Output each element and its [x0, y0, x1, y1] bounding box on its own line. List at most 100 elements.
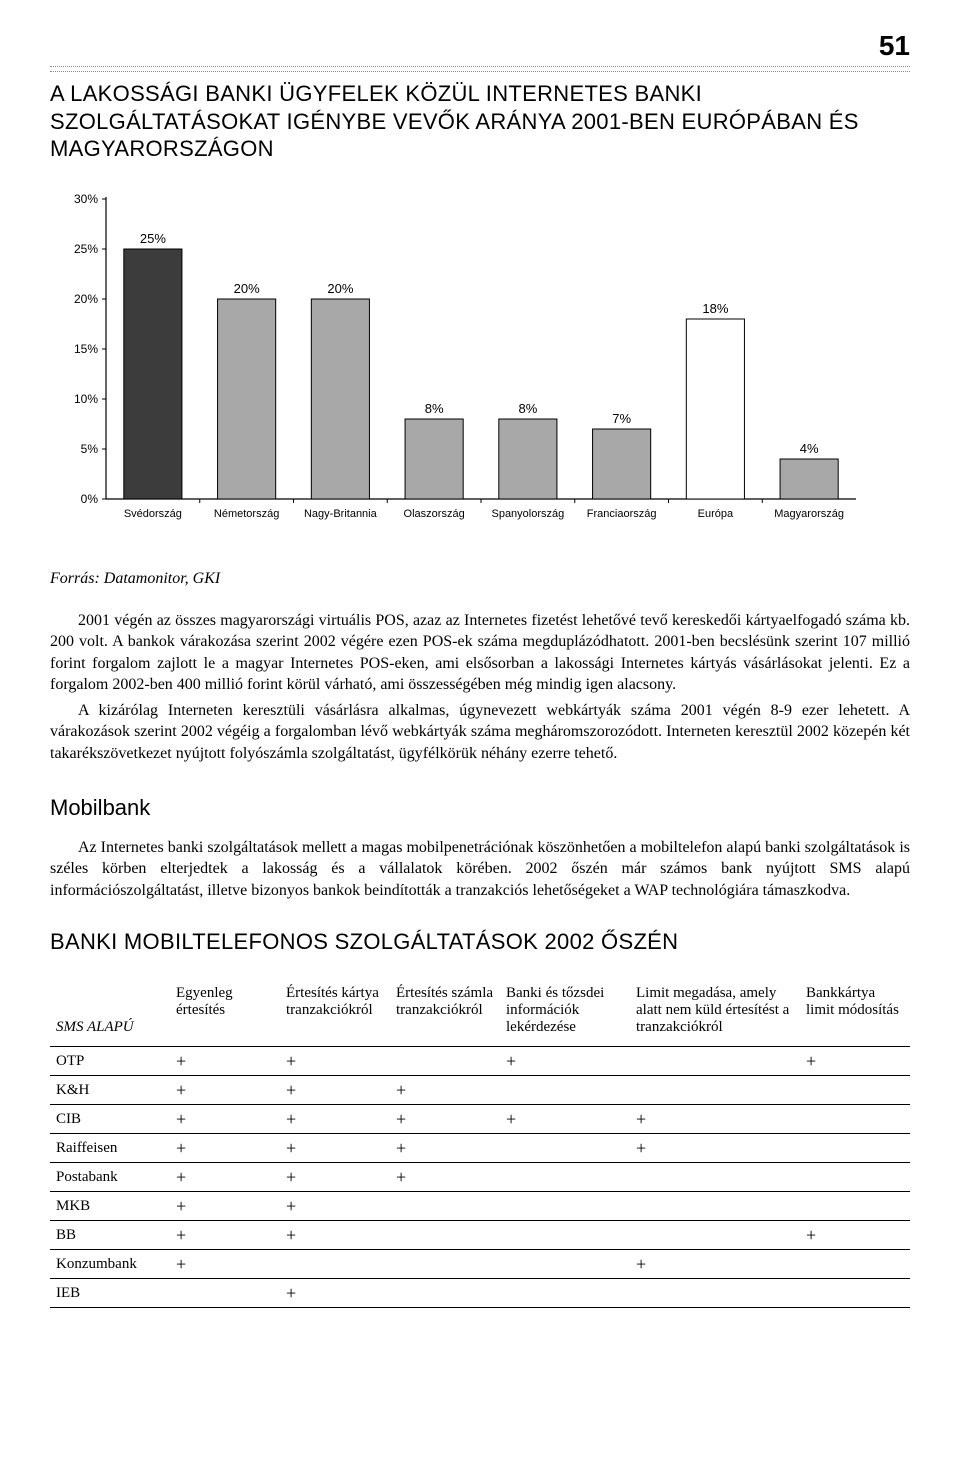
section-heading-mobilbank: Mobilbank [50, 795, 910, 821]
mark-cell [630, 1279, 800, 1308]
svg-text:15%: 15% [74, 342, 98, 356]
mark-cell [800, 1279, 910, 1308]
table-column-header: Értesítés kártya tranzakciókról [280, 981, 390, 1047]
table-column-header: Limit megadása, amely alatt nem küld ért… [630, 981, 800, 1047]
mark-cell: + [170, 1192, 280, 1221]
bank-name-cell: BB [50, 1221, 170, 1250]
mark-cell: + [800, 1047, 910, 1076]
table-row: K&H+++ [50, 1076, 910, 1105]
mark-cell [800, 1163, 910, 1192]
mark-cell: + [170, 1134, 280, 1163]
mark-cell: + [170, 1047, 280, 1076]
table-row: CIB+++++ [50, 1105, 910, 1134]
svg-text:Svédország: Svédország [124, 508, 182, 520]
chart-title: A LAKOSSÁGI BANKI ÜGYFELEK KÖZÜL INTERNE… [50, 80, 910, 163]
mark-cell: + [390, 1105, 500, 1134]
table-row: IEB + [50, 1279, 910, 1308]
mark-cell [390, 1250, 500, 1279]
bank-name-cell: CIB [50, 1105, 170, 1134]
svg-text:20%: 20% [327, 281, 353, 296]
mark-cell: + [630, 1105, 800, 1134]
mark-cell: + [170, 1076, 280, 1105]
mark-cell: + [630, 1134, 800, 1163]
mark-cell [170, 1279, 280, 1308]
svg-text:Franciaország: Franciaország [587, 508, 657, 520]
svg-text:20%: 20% [234, 281, 260, 296]
mark-cell: + [280, 1047, 390, 1076]
table-row: Raiffeisen++++ [50, 1134, 910, 1163]
mark-cell: + [170, 1163, 280, 1192]
table-row: OTP++++ [50, 1047, 910, 1076]
mark-cell [800, 1192, 910, 1221]
table-heading: BANKI MOBILTELEFONOS SZOLGÁLTATÁSOK 2002… [50, 929, 910, 955]
bank-name-cell: K&H [50, 1076, 170, 1105]
mark-cell: + [390, 1134, 500, 1163]
table-body: OTP++++K&H+++CIB+++++Raiffeisen++++Posta… [50, 1047, 910, 1308]
mark-cell [500, 1134, 630, 1163]
mark-cell [390, 1221, 500, 1250]
bank-name-cell: OTP [50, 1047, 170, 1076]
mark-cell: + [280, 1076, 390, 1105]
sms-services-table: SMS ALAPÚEgyenleg értesítésÉrtesítés kár… [50, 981, 910, 1308]
chart-source: Forrás: Datamonitor, GKI [50, 570, 910, 588]
mark-cell [500, 1250, 630, 1279]
mark-cell: + [500, 1047, 630, 1076]
page-number: 51 [50, 30, 910, 62]
svg-text:Nagy-Britannia: Nagy-Britannia [304, 508, 378, 520]
mark-cell: + [170, 1221, 280, 1250]
mark-cell: + [280, 1221, 390, 1250]
mark-cell: + [280, 1163, 390, 1192]
svg-text:10%: 10% [74, 392, 98, 406]
svg-text:8%: 8% [425, 401, 444, 416]
table-row: Postabank+++ [50, 1163, 910, 1192]
table-rowheader-label: SMS ALAPÚ [50, 981, 170, 1047]
mark-cell [390, 1279, 500, 1308]
mark-cell [800, 1076, 910, 1105]
svg-text:Németország: Németország [214, 508, 279, 520]
body-paragraph-1: 2001 végén az összes magyarországi virtu… [50, 610, 910, 696]
svg-text:25%: 25% [140, 231, 166, 246]
mark-cell: + [500, 1105, 630, 1134]
mark-cell [500, 1163, 630, 1192]
table-column-header: Bankkártya limit módosítás [800, 981, 910, 1047]
mark-cell: + [800, 1221, 910, 1250]
mark-cell: + [390, 1163, 500, 1192]
mark-cell: + [280, 1279, 390, 1308]
svg-text:Spanyolország: Spanyolország [491, 508, 564, 520]
bank-name-cell: Postabank [50, 1163, 170, 1192]
svg-text:8%: 8% [518, 401, 537, 416]
mark-cell [500, 1279, 630, 1308]
mark-cell [800, 1134, 910, 1163]
mark-cell: + [630, 1250, 800, 1279]
svg-text:0%: 0% [81, 492, 99, 506]
svg-text:30%: 30% [74, 192, 98, 206]
mark-cell [500, 1192, 630, 1221]
svg-text:25%: 25% [74, 242, 98, 256]
mark-cell [630, 1076, 800, 1105]
mark-cell [800, 1105, 910, 1134]
table-row: Konzumbank++ [50, 1250, 910, 1279]
mark-cell: + [170, 1105, 280, 1134]
svg-text:5%: 5% [81, 442, 99, 456]
mark-cell [800, 1250, 910, 1279]
body-paragraph-3: Az Internetes banki szolgáltatások melle… [50, 837, 910, 902]
mark-cell [630, 1047, 800, 1076]
svg-text:4%: 4% [800, 441, 819, 456]
mark-cell: + [280, 1134, 390, 1163]
mark-cell [390, 1192, 500, 1221]
svg-text:20%: 20% [74, 292, 98, 306]
mark-cell [280, 1250, 390, 1279]
table-header-row: SMS ALAPÚEgyenleg értesítésÉrtesítés kár… [50, 981, 910, 1047]
mark-cell: + [280, 1105, 390, 1134]
bar-chart: 0% 5% 10% 15% 20% 25% 30% 25% Svédország 20% Német… [50, 185, 910, 550]
table-row: BB+++ [50, 1221, 910, 1250]
mark-cell [630, 1163, 800, 1192]
mark-cell [630, 1221, 800, 1250]
bank-name-cell: IEB [50, 1279, 170, 1308]
mark-cell: + [390, 1076, 500, 1105]
mark-cell [500, 1076, 630, 1105]
bank-name-cell: Konzumbank [50, 1250, 170, 1279]
mark-cell [630, 1192, 800, 1221]
mark-cell [390, 1047, 500, 1076]
bank-name-cell: MKB [50, 1192, 170, 1221]
